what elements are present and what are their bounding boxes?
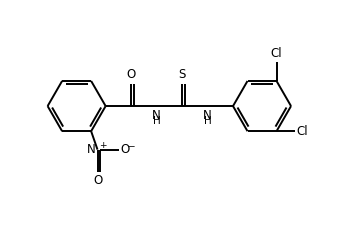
Text: N: N xyxy=(203,109,212,122)
Text: −: − xyxy=(127,141,135,150)
Text: H: H xyxy=(153,116,160,126)
Text: H: H xyxy=(204,116,211,126)
Text: O: O xyxy=(120,143,129,156)
Text: S: S xyxy=(178,68,186,81)
Text: O: O xyxy=(93,174,102,187)
Text: +: + xyxy=(99,141,106,150)
Text: N: N xyxy=(152,109,161,122)
Text: O: O xyxy=(126,68,136,81)
Text: N: N xyxy=(87,143,96,156)
Text: Cl: Cl xyxy=(271,47,282,60)
Text: Cl: Cl xyxy=(297,125,308,138)
